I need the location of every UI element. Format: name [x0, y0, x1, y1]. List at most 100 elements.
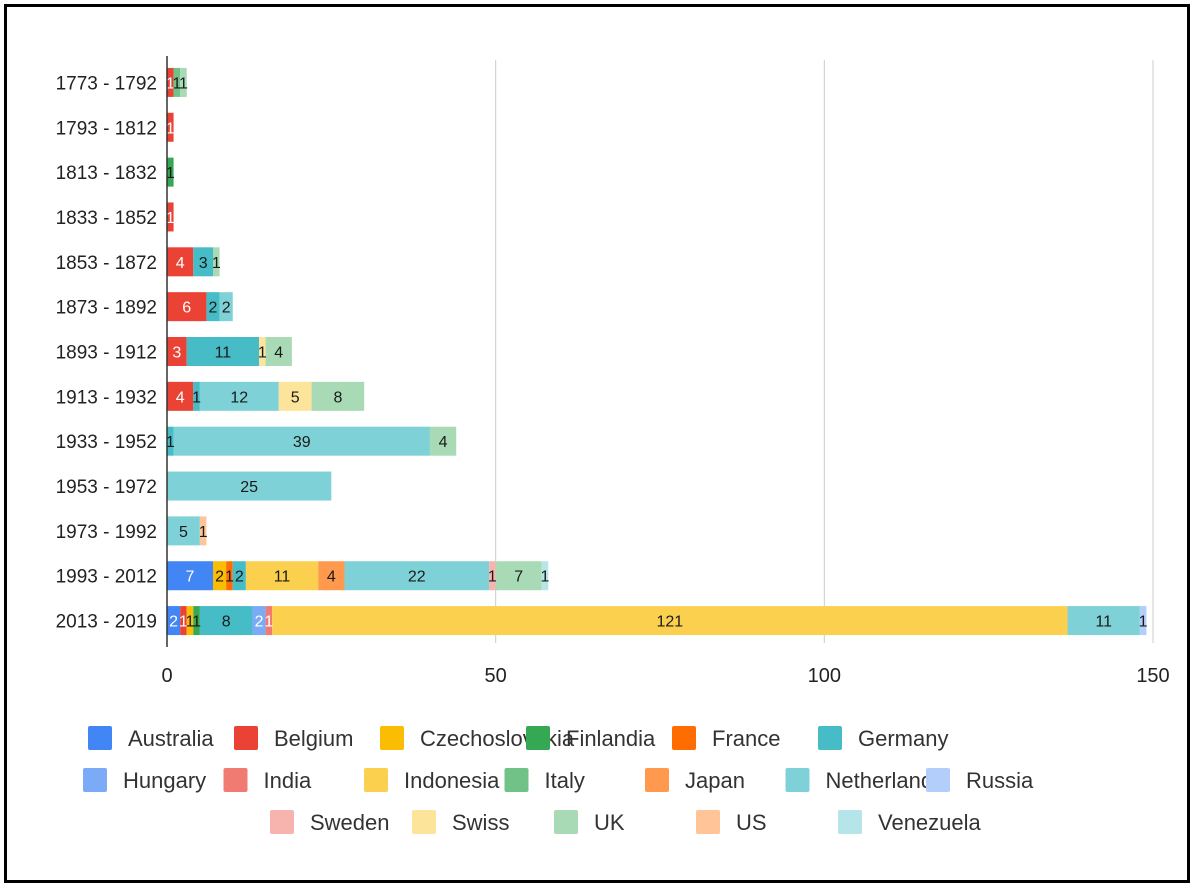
data-label: 22: [408, 569, 426, 586]
data-label: 4: [327, 569, 336, 586]
legend-label: US: [736, 810, 767, 835]
data-label: 3: [199, 255, 208, 272]
bar-segment: [167, 606, 181, 636]
data-label: 4: [176, 255, 185, 272]
bar-segment: [173, 426, 430, 456]
data-label: 4: [274, 345, 283, 362]
bar-segment: [245, 561, 319, 591]
data-label: 1: [166, 120, 175, 137]
legend-label: Russia: [966, 768, 1034, 793]
data-label: 1: [172, 75, 181, 92]
bar-segment: [495, 561, 542, 591]
x-tick-label: 150: [1136, 665, 1169, 687]
legend-swatch: [785, 768, 810, 792]
bar-segment: [199, 381, 279, 411]
legend-item: Hungary: [83, 768, 206, 793]
data-label: 2: [209, 300, 218, 317]
bar-segment: [167, 561, 214, 591]
data-label: 1: [541, 569, 550, 586]
bar-segment: [232, 561, 246, 591]
bar-segment: [259, 337, 266, 366]
bar-segment: [193, 381, 200, 411]
legend-label: Czechoslovakia: [420, 726, 575, 751]
data-label: 7: [514, 569, 523, 586]
bar-segment: [541, 561, 549, 591]
bar-segment: [311, 381, 365, 411]
data-label: 1: [212, 255, 221, 272]
legend-swatch: [554, 810, 578, 834]
bar-segment: [167, 67, 174, 97]
bar-segment: [318, 561, 345, 591]
data-label: 121: [657, 614, 684, 631]
data-label: 8: [333, 389, 342, 406]
y-tick-label: 1973 - 1992: [56, 522, 157, 543]
legend-swatch: [526, 726, 550, 750]
legend-label: France: [712, 726, 780, 751]
bar-segment: [252, 606, 266, 636]
legend-label: Belgium: [274, 726, 353, 751]
legend-label: Finlandia: [566, 726, 656, 751]
legend-label: Venezuela: [878, 810, 982, 835]
bar-segment: [173, 67, 181, 97]
legend-item: US: [696, 810, 767, 835]
x-tick-label: 0: [161, 665, 172, 687]
legend-item: India: [223, 768, 312, 793]
y-tick-label: 1993 - 2012: [56, 567, 157, 588]
data-label: 1: [166, 75, 175, 92]
bar-segment: [167, 516, 200, 546]
bar-segment: [265, 337, 292, 366]
data-label: 11: [215, 345, 232, 362]
data-label: 2: [169, 614, 178, 631]
y-tick-label: 1933 - 1952: [56, 432, 157, 453]
data-label: 5: [291, 389, 300, 406]
legend-item: Japan: [645, 768, 745, 793]
bar-segment: [199, 606, 253, 636]
legend-swatch: [672, 726, 696, 750]
bar-segment: [199, 516, 207, 546]
bar-segment: [489, 561, 496, 591]
legend-swatch: [364, 768, 388, 792]
bars: [167, 67, 1147, 636]
data-label: 1: [264, 614, 273, 631]
legend-swatch: [926, 768, 950, 792]
legend-item: UK: [554, 810, 625, 835]
y-tick-label: 2013 - 2019: [56, 612, 157, 633]
data-label: 7: [186, 569, 195, 586]
bar-segment: [167, 247, 194, 277]
y-tick-label: 1793 - 1812: [56, 118, 157, 139]
data-label: 2: [235, 569, 244, 586]
data-label: 12: [230, 389, 248, 406]
bar-segment: [265, 606, 273, 636]
legend-item: Sweden: [270, 810, 390, 835]
legend-label: Australia: [128, 726, 214, 751]
bar-segment: [344, 561, 490, 591]
legend-item: Russia: [926, 768, 1034, 793]
bar-segment: [167, 112, 174, 142]
data-label: 2: [255, 614, 264, 631]
legend-swatch: [504, 768, 529, 792]
legend-label: Indonesia: [404, 768, 500, 793]
data-label: 1: [166, 210, 175, 227]
legend-item: Italy: [504, 768, 585, 793]
bar-segment: [167, 157, 174, 187]
bar-segment: [193, 606, 200, 636]
bar-segment: [186, 337, 260, 366]
data-label: 1: [186, 614, 195, 631]
data-label: 6: [182, 300, 191, 317]
data-label: 2: [222, 300, 231, 317]
data-label: 1: [192, 389, 201, 406]
data-label: 1: [225, 569, 234, 586]
legend-item: Netherlands: [785, 768, 944, 793]
bar-segment: [167, 202, 174, 232]
legend-swatch: [818, 726, 842, 750]
legend-label: India: [264, 768, 312, 793]
y-tick-label: 1813 - 1832: [56, 163, 157, 184]
y-tick-label: 1833 - 1852: [56, 208, 157, 229]
legend-swatch: [88, 726, 112, 750]
y-tick-label: 1893 - 1912: [56, 343, 157, 364]
bar-segment: [213, 561, 227, 591]
y-tick-label: 1913 - 1932: [56, 387, 157, 408]
bar-segment: [1139, 606, 1147, 636]
bar-segment: [429, 426, 457, 456]
